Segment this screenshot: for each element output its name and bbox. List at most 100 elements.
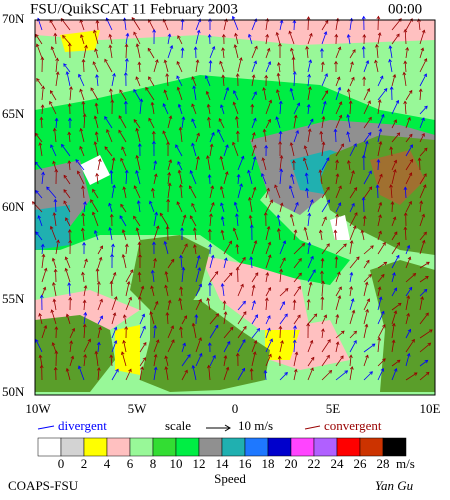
- wind-arrow: [83, 259, 88, 269]
- wind-arrow-head: [54, 326, 59, 330]
- wind-arrow-head: [366, 259, 370, 264]
- wind-arrow-head: [256, 327, 261, 332]
- wind-arrow-head: [233, 90, 237, 94]
- wind-arrow-head: [182, 214, 187, 219]
- wind-arrow-head: [52, 160, 56, 165]
- wind-arrow-head: [337, 46, 342, 51]
- wind-arrow-head: [376, 159, 381, 163]
- wind-arrow: [377, 358, 386, 367]
- wind-arrow: [363, 117, 372, 129]
- wind-arrow: [220, 202, 225, 213]
- wind-arrow-head: [104, 58, 108, 63]
- wind-arrow-head: [275, 116, 279, 121]
- wind-arrow-head: [111, 157, 116, 161]
- wind-arrow: [54, 199, 57, 213]
- wind-arrow-head: [68, 239, 73, 244]
- wind-arrow: [62, 35, 71, 45]
- wind-arrow-head: [341, 330, 345, 335]
- wind-arrow: [82, 101, 85, 115]
- wind-arrows: [31, 15, 433, 381]
- wind-arrow-head: [288, 30, 293, 35]
- wind-arrow: [251, 351, 256, 367]
- wind-arrow-head: [68, 117, 72, 121]
- wind-arrow-head: [350, 61, 354, 66]
- wind-arrow-head: [279, 202, 284, 207]
- wind-arrow: [181, 19, 184, 31]
- wind-arrow: [163, 19, 169, 31]
- wind-arrow-head: [42, 286, 47, 291]
- wind-arrow: [46, 186, 57, 199]
- wind-arrow-head: [421, 117, 425, 122]
- wind-arrow: [94, 48, 99, 59]
- wind-arrow-head: [128, 368, 132, 373]
- wind-arrow: [96, 74, 99, 87]
- wind-arrow-head: [241, 367, 246, 372]
- wind-arrow: [293, 115, 297, 129]
- wind-arrow: [223, 144, 229, 157]
- wind-arrow-head: [269, 338, 273, 343]
- wind-arrow: [34, 161, 43, 171]
- wind-arrow: [391, 132, 400, 143]
- wind-arrow: [218, 118, 225, 129]
- land: [130, 235, 210, 320]
- wind-arrow-head: [137, 61, 142, 66]
- wind-arrow-head: [368, 116, 372, 121]
- wind-arrow: [104, 116, 113, 129]
- wind-arrow-head: [226, 340, 231, 345]
- legend-label: divergent: [58, 418, 107, 433]
- wind-arrow: [223, 87, 229, 101]
- wind-arrow: [82, 228, 85, 241]
- wind-arrow-head: [289, 142, 294, 146]
- wind-arrow: [209, 202, 215, 213]
- wind-arrow-head: [233, 201, 238, 206]
- wind-arrow-head: [94, 131, 99, 135]
- wind-arrow-head: [118, 129, 122, 134]
- wind-arrow: [97, 342, 100, 353]
- wind-arrow-head: [229, 326, 234, 331]
- wind-arrow: [207, 155, 211, 171]
- wind-arrow-head: [279, 154, 284, 159]
- wind-arrow-head: [92, 188, 96, 193]
- wind-arrow-head: [110, 99, 115, 103]
- wind-arrow: [279, 326, 281, 339]
- wind-arrow: [279, 131, 282, 143]
- wind-arrow-head: [124, 326, 129, 330]
- wind-arrow-head: [97, 158, 102, 162]
- wind-arrow-head: [41, 85, 45, 90]
- wind-arrow: [293, 314, 301, 325]
- wind-arrow: [165, 356, 169, 367]
- wind-arrow-head: [96, 341, 101, 346]
- wind-arrow-head: [170, 325, 175, 329]
- wind-arrow: [375, 60, 379, 73]
- wind-arrow-head: [293, 368, 298, 373]
- wind-arrow: [419, 89, 422, 101]
- footer-left: COAPS-FSU: [8, 478, 79, 493]
- wind-arrow: [405, 329, 411, 339]
- wind-arrow: [136, 128, 141, 143]
- wind-arrow: [153, 354, 157, 367]
- wind-arrow-head: [95, 267, 100, 272]
- wind-arrow-head: [124, 169, 129, 174]
- wind-arrow-head: [249, 256, 254, 260]
- wind-arrow-head: [335, 341, 340, 346]
- wind-arrow-head: [326, 354, 330, 359]
- colorbar-swatch: [244, 437, 269, 457]
- wind-arrow-head: [324, 73, 328, 77]
- wind-arrow-head: [168, 159, 173, 163]
- wind-arrow-head: [219, 185, 224, 190]
- wind-arrow: [69, 328, 75, 339]
- wind-arrow: [136, 170, 141, 185]
- wind-arrow: [209, 174, 211, 185]
- wind-arrow-head: [235, 243, 240, 248]
- wind-arrow-head: [191, 322, 196, 327]
- wind-arrow: [153, 301, 158, 311]
- wind-arrow: [391, 310, 397, 325]
- wind-arrow: [265, 34, 268, 45]
- wind-arrow: [251, 156, 256, 171]
- wind-arrow: [251, 285, 255, 297]
- wind-arrow: [55, 118, 58, 129]
- wind-arrow-head: [191, 364, 196, 369]
- wind-arrow-head: [250, 103, 255, 108]
- wind-arrow-head: [80, 34, 84, 38]
- wind-arrow: [209, 255, 214, 269]
